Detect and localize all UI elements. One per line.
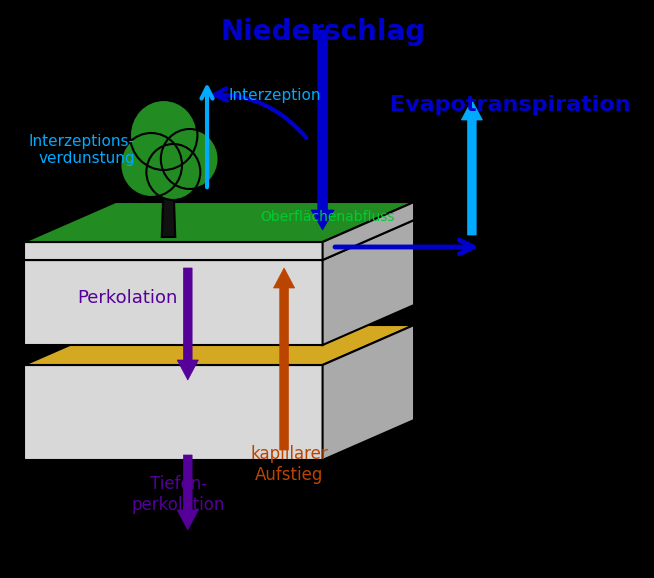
Text: Niederschlag: Niederschlag: [220, 18, 425, 46]
Polygon shape: [24, 220, 414, 260]
Polygon shape: [24, 202, 414, 242]
Circle shape: [161, 129, 218, 189]
Circle shape: [146, 144, 200, 200]
Polygon shape: [24, 242, 322, 260]
Polygon shape: [322, 220, 414, 345]
Polygon shape: [322, 325, 414, 460]
Polygon shape: [24, 260, 322, 345]
Polygon shape: [24, 325, 414, 365]
Text: untere
Bodenschicht: untere Bodenschicht: [422, 385, 515, 415]
Polygon shape: [24, 365, 322, 460]
Text: Tiefen-
perkolation: Tiefen- perkolation: [131, 475, 225, 514]
Polygon shape: [177, 268, 198, 380]
Text: Interzeptions-
verdunstung: Interzeptions- verdunstung: [29, 134, 135, 166]
Text: Interzeption: Interzeption: [228, 88, 320, 103]
Polygon shape: [177, 455, 198, 530]
Polygon shape: [322, 202, 414, 260]
Polygon shape: [273, 268, 295, 450]
Circle shape: [120, 133, 182, 197]
Text: kapillarer
Aufstieg: kapillarer Aufstieg: [250, 445, 328, 484]
Text: Evapotranspiration: Evapotranspiration: [390, 95, 630, 115]
Polygon shape: [162, 182, 175, 237]
Text: Oberflächenabfluss: Oberflächenabfluss: [260, 210, 394, 224]
Polygon shape: [311, 30, 334, 230]
Polygon shape: [461, 100, 483, 235]
Circle shape: [130, 100, 198, 170]
Text: Perkolation: Perkolation: [77, 289, 177, 307]
Text: oberste
Bodenschicht: oberste Bodenschicht: [422, 270, 515, 300]
